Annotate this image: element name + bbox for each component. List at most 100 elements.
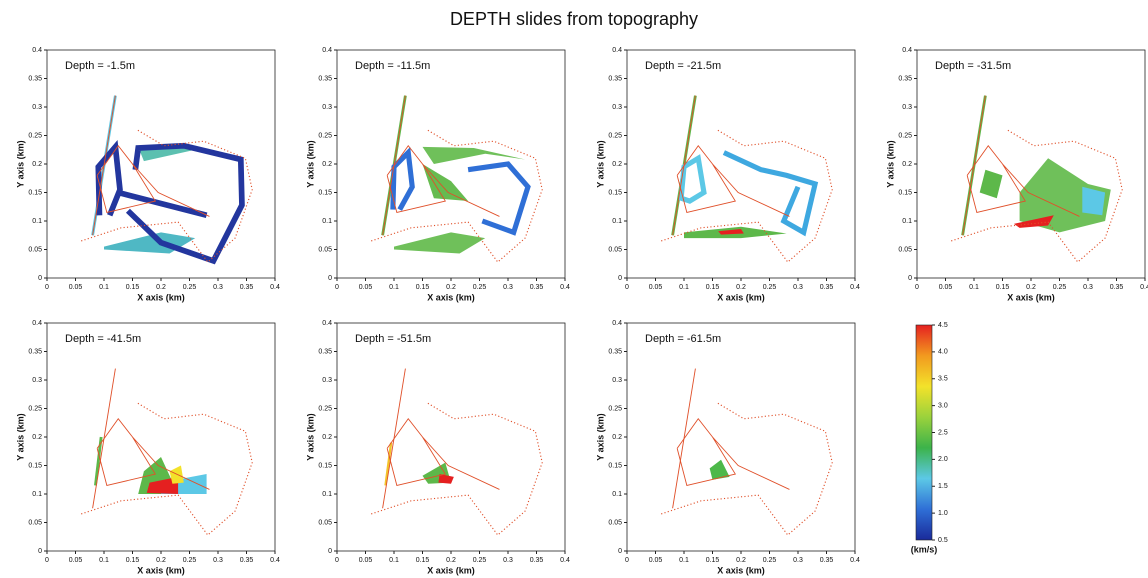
colorbar-unit: (km/s): [911, 544, 938, 554]
y-tick-label: 0.15: [28, 189, 42, 196]
y-tick-label: 0.1: [902, 218, 912, 225]
x-tick-label: 0.15: [416, 557, 430, 564]
y-tick-label: 0.15: [608, 189, 622, 196]
y-tick-label: 0.1: [612, 218, 622, 225]
velocity-field: [961, 94, 1113, 237]
x-tick-label: 0: [45, 284, 49, 291]
y-axis-label: Y axis (km): [885, 140, 895, 187]
colorbar-tick-label: 2.5: [938, 429, 948, 436]
y-tick-label: 0.05: [318, 519, 332, 526]
map-panel: 0 0.05 0.1 0.15 0.2 0.25 0.3 0.35 0.4 0 0.05 0.1 0.1…: [15, 47, 280, 303]
x-tick-label: 0.4: [270, 557, 280, 564]
y-tick-label: 0.35: [608, 348, 622, 355]
x-axis-label: X axis (km): [717, 292, 765, 302]
x-tick-label: 0.2: [446, 284, 456, 291]
x-tick-label: 0.2: [446, 557, 456, 564]
y-tick-label: 0.05: [898, 246, 912, 253]
colorbar-tick-label: 3.0: [938, 402, 948, 409]
velocity-field: [673, 96, 816, 239]
y-tick-label: 0: [908, 275, 912, 282]
x-tick-label: 0: [335, 284, 339, 291]
x-tick-label: 0.2: [1026, 284, 1036, 291]
colorbar-tick-label: 3.5: [938, 376, 948, 383]
x-tick-label: 0.25: [763, 557, 777, 564]
y-tick-label: 0.4: [322, 47, 332, 54]
x-tick-label: 0.15: [996, 284, 1010, 291]
x-tick-label: 0: [915, 284, 919, 291]
y-tick-label: 0.1: [322, 491, 332, 498]
y-tick-label: 0.2: [612, 434, 622, 441]
x-tick-label: 0: [45, 557, 49, 564]
x-tick-label: 0.35: [530, 284, 544, 291]
y-tick-label: 0: [328, 548, 332, 555]
x-tick-label: 0.05: [649, 284, 663, 291]
y-tick-label: 0.1: [322, 218, 332, 225]
x-tick-label: 0.25: [473, 284, 487, 291]
y-tick-label: 0: [618, 548, 622, 555]
y-axis-label: Y axis (km): [595, 140, 605, 187]
y-tick-label: 0.25: [28, 132, 42, 139]
x-tick-label: 0.1: [389, 557, 399, 564]
x-tick-label: 0.35: [820, 557, 834, 564]
y-tick-label: 0.15: [318, 462, 332, 469]
y-axis-label: Y axis (km): [595, 413, 605, 460]
y-tick-label: 0: [38, 275, 42, 282]
map-panel: 0 0.05 0.1 0.15 0.2 0.25 0.3 0.35 0.4 0 0.05 0.1 0.1…: [885, 47, 1148, 303]
y-tick-label: 0.3: [612, 377, 622, 384]
y-tick-label: 0: [328, 275, 332, 282]
depth-label: Depth = -1.5m: [65, 60, 135, 72]
x-tick-label: 0.3: [503, 284, 513, 291]
colorbar-tick-label: 1.5: [938, 483, 948, 490]
y-tick-label: 0.2: [32, 161, 42, 168]
topography-outline: [660, 368, 833, 536]
y-axis-label: Y axis (km): [15, 413, 25, 460]
x-tick-label: 0.35: [1110, 284, 1124, 291]
depth-label: Depth = -41.5m: [65, 333, 141, 345]
y-tick-label: 0.1: [32, 218, 42, 225]
x-tick-label: 0.1: [969, 284, 979, 291]
depth-label: Depth = -51.5m: [355, 333, 431, 345]
x-tick-label: 0.1: [679, 557, 689, 564]
x-tick-label: 0.05: [649, 557, 663, 564]
y-tick-label: 0.35: [608, 75, 622, 82]
x-tick-label: 0.1: [679, 284, 689, 291]
x-tick-label: 0.3: [213, 284, 223, 291]
colorbar-tick-label: 4.0: [938, 349, 948, 356]
x-tick-label: 0: [335, 557, 339, 564]
x-tick-label: 0.3: [793, 557, 803, 564]
y-tick-label: 0.3: [32, 377, 42, 384]
y-tick-label: 0.15: [28, 462, 42, 469]
x-tick-label: 0.15: [706, 284, 720, 291]
y-tick-label: 0.25: [28, 405, 42, 412]
x-axis-label: X axis (km): [1007, 292, 1055, 302]
x-tick-label: 0.1: [99, 557, 109, 564]
velocity-field: [709, 459, 730, 480]
colorbar-tick-label: 4.5: [938, 322, 948, 329]
topography-outline: [80, 368, 253, 536]
x-tick-label: 0.2: [736, 284, 746, 291]
x-tick-label: 0.35: [240, 557, 254, 564]
x-tick-label: 0.35: [820, 284, 834, 291]
y-axis-label: Y axis (km): [305, 413, 315, 460]
y-tick-label: 0.35: [28, 348, 42, 355]
x-tick-label: 0.05: [359, 284, 373, 291]
y-tick-label: 0.05: [608, 519, 622, 526]
y-tick-label: 0.2: [322, 161, 332, 168]
y-tick-label: 0.2: [32, 434, 42, 441]
plot-frame: [626, 322, 856, 552]
x-tick-label: 0.05: [939, 284, 953, 291]
x-tick-label: 0.35: [240, 284, 254, 291]
y-tick-label: 0.15: [608, 462, 622, 469]
x-tick-label: 0.15: [126, 284, 140, 291]
depth-label: Depth = -31.5m: [935, 60, 1011, 72]
velocity-field: [94, 435, 209, 496]
x-tick-label: 0.1: [389, 284, 399, 291]
x-tick-label: 0.15: [416, 284, 430, 291]
x-tick-label: 0: [625, 284, 629, 291]
y-tick-label: 0: [618, 275, 622, 282]
y-tick-label: 0.25: [318, 132, 332, 139]
y-tick-label: 0.4: [612, 47, 622, 54]
y-axis-label: Y axis (km): [305, 140, 315, 187]
plot-frame: [336, 322, 566, 552]
